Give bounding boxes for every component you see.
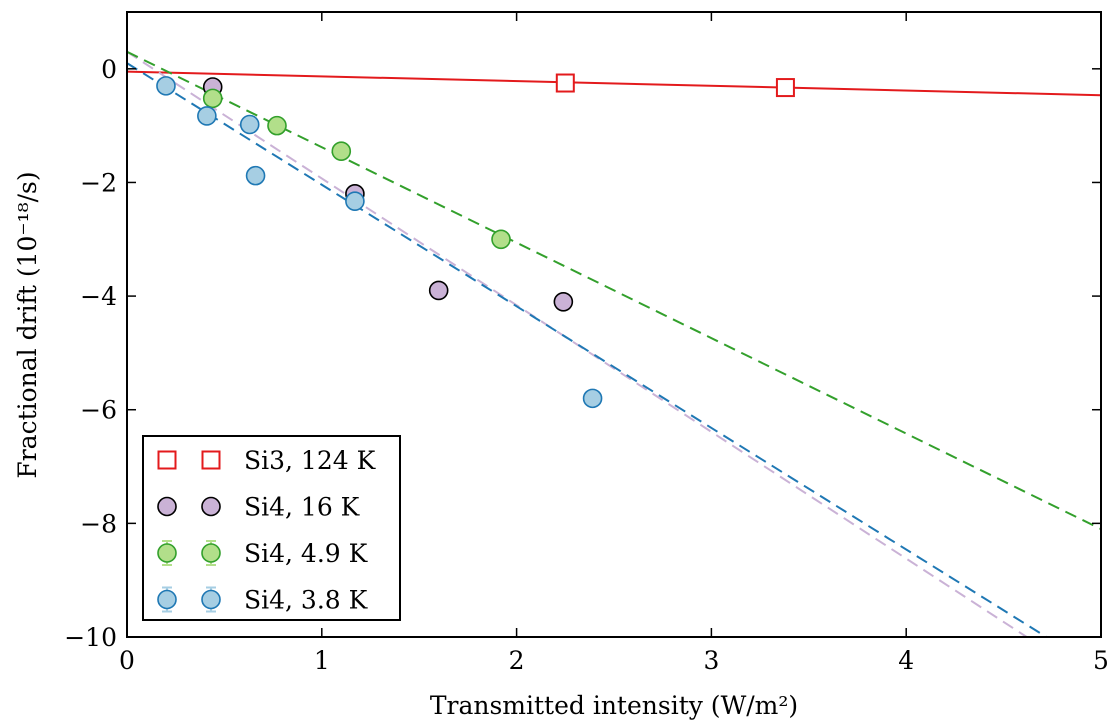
x-tick-label: 2 xyxy=(509,646,525,675)
y-tick-label: −10 xyxy=(64,623,117,652)
legend-marker xyxy=(157,450,177,470)
point-si4-3-8-k xyxy=(156,76,176,96)
legend-entry-si4-3-8-k: Si4, 3.8 K xyxy=(157,586,369,615)
y-tick-label: −6 xyxy=(80,396,117,425)
data-points xyxy=(156,73,795,409)
y-axis-title: Fractional drift (10⁻¹⁸/s) xyxy=(13,171,42,478)
x-tick-label: 5 xyxy=(1093,646,1109,675)
fit-line-si4-4-9-k xyxy=(127,50,1101,530)
point-si4-4-9-k xyxy=(331,141,352,162)
legend-marker xyxy=(157,496,177,517)
fit-line-si4-3-8-k xyxy=(127,62,1049,637)
plot-frame xyxy=(126,11,1102,638)
legend-label: Si4, 3.8 K xyxy=(244,586,369,615)
point-si4-16-k xyxy=(428,280,449,301)
point-si3-124-k xyxy=(775,78,795,98)
x-axis-title: Transmitted intensity (W/m²) xyxy=(430,691,798,720)
legend-marker xyxy=(201,450,221,470)
x-axis: 0 1 2 3 4 5 xyxy=(119,12,1109,675)
point-si4-3-8-k xyxy=(239,114,260,135)
y-axis: −10 −8 −6 −4 −2 0 xyxy=(64,55,1101,652)
legend: Si3, 124 K Si4, 16 K Si4, 4.9 K Si4, 3.8 K xyxy=(142,435,401,621)
point-si3-124-k xyxy=(555,73,575,93)
point-si4-4-9-k xyxy=(267,115,287,136)
legend-marker xyxy=(201,589,221,610)
point-si4-16-k xyxy=(553,291,574,312)
fit-line-si4-16-k xyxy=(127,50,1029,637)
fit-lines xyxy=(127,50,1101,637)
y-tick-label: −4 xyxy=(80,282,117,311)
y-tick-label: −8 xyxy=(80,509,117,538)
legend-entry-si4-16-k: Si4, 16 K xyxy=(157,493,361,522)
legend-label: Si3, 124 K xyxy=(244,446,377,475)
legend-marker xyxy=(201,543,221,563)
legend-entry-si3-124-k: Si3, 124 K xyxy=(157,446,377,475)
point-si4-3-8-k xyxy=(582,388,603,409)
legend-marker xyxy=(157,589,177,610)
legend-label: Si4, 4.9 K xyxy=(244,539,369,568)
x-tick-label: 3 xyxy=(703,646,719,675)
fit-line-si3-124-k xyxy=(127,70,1101,97)
legend-marker xyxy=(201,496,221,517)
point-si4-4-9-k xyxy=(202,88,223,109)
x-tick-label: 0 xyxy=(119,646,135,675)
point-si4-3-8-k xyxy=(197,106,217,126)
legend-entry-si4-4-9-k: Si4, 4.9 K xyxy=(157,539,369,568)
legend-marker xyxy=(157,543,177,563)
point-si4-3-8-k xyxy=(245,165,266,186)
y-tick-label: −2 xyxy=(80,168,117,197)
x-tick-label: 1 xyxy=(314,646,330,675)
x-tick-label: 4 xyxy=(898,646,914,675)
point-si4-4-9-k xyxy=(491,229,511,250)
y-tick-label: 0 xyxy=(101,55,117,84)
legend-label: Si4, 16 K xyxy=(244,493,361,522)
point-si4-3-8-k xyxy=(345,191,365,212)
legend-box xyxy=(142,435,401,621)
